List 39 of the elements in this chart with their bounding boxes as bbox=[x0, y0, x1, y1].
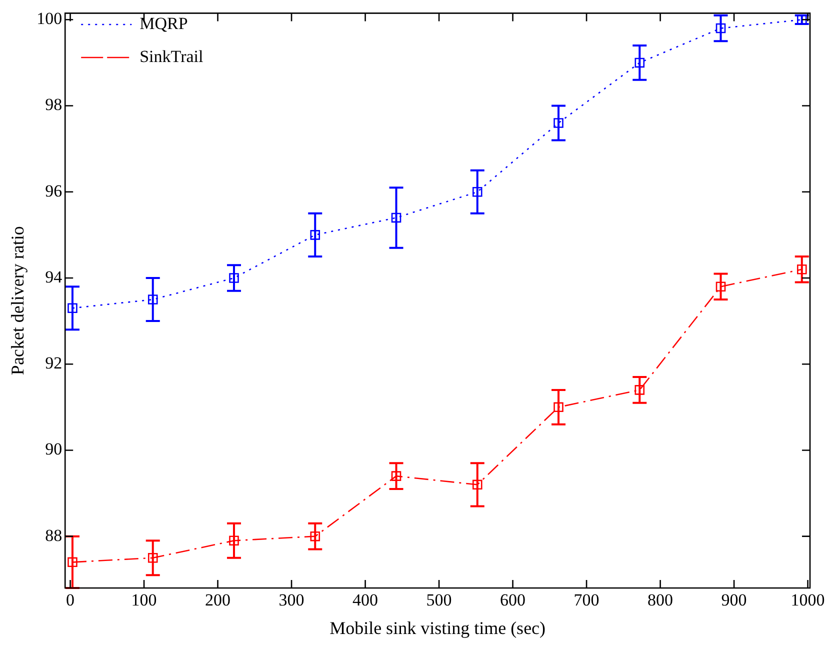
point bbox=[310, 230, 320, 240]
point bbox=[229, 273, 239, 283]
point bbox=[554, 118, 564, 128]
y-tick-label: 98 bbox=[45, 95, 62, 114]
x-tick-label: 600 bbox=[500, 590, 526, 610]
x-tick-label: 400 bbox=[352, 590, 378, 610]
y-tick-label: 88 bbox=[45, 526, 62, 545]
x-tick-label: 1000 bbox=[790, 590, 825, 610]
point bbox=[634, 385, 645, 395]
x-tick-label: 500 bbox=[426, 590, 452, 610]
point bbox=[716, 282, 726, 292]
point bbox=[796, 264, 807, 274]
point bbox=[472, 480, 482, 490]
point bbox=[229, 536, 239, 546]
legend-label: SinkTrail bbox=[140, 46, 204, 66]
x-tick-label: 0 bbox=[66, 590, 75, 610]
point bbox=[310, 531, 320, 542]
y-tick-label: 92 bbox=[45, 354, 62, 373]
point bbox=[148, 294, 158, 304]
point bbox=[472, 186, 482, 197]
y-tick-label: 100 bbox=[36, 9, 62, 28]
point bbox=[391, 212, 402, 223]
point bbox=[391, 471, 402, 481]
point bbox=[554, 402, 564, 412]
y-tick-label: 90 bbox=[45, 440, 62, 459]
y-tick-label: 94 bbox=[45, 267, 63, 286]
y-tick-label: 96 bbox=[45, 181, 62, 200]
point bbox=[148, 552, 158, 563]
y-axis-title: Packet delivery ratio bbox=[8, 226, 28, 376]
x-tick-label: 700 bbox=[574, 590, 600, 610]
x-tick-label: 200 bbox=[205, 590, 231, 610]
x-axis-title: Mobile sink visting time (sec) bbox=[330, 618, 546, 638]
x-tick-label: 900 bbox=[721, 590, 747, 610]
point bbox=[634, 58, 645, 68]
x-tick-label: 300 bbox=[278, 590, 304, 610]
point bbox=[716, 23, 726, 34]
x-tick-label: 100 bbox=[131, 590, 157, 610]
x-tick-label: 800 bbox=[648, 590, 674, 610]
text: MQRP bbox=[140, 14, 188, 33]
